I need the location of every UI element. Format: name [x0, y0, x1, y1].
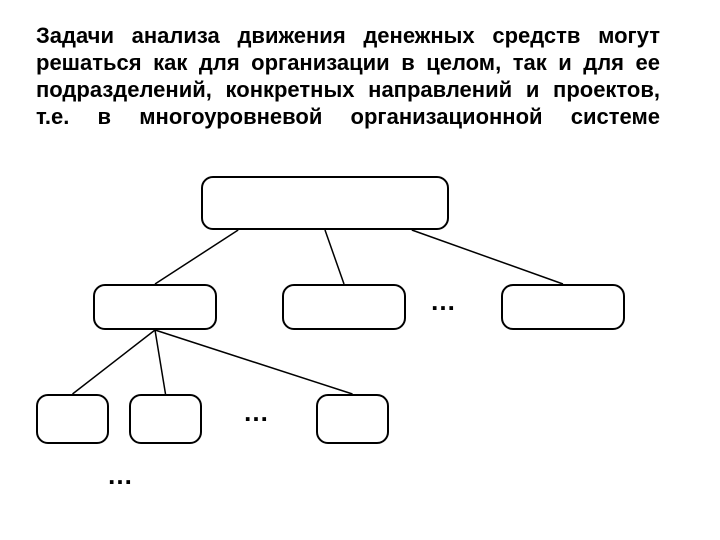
heading-line-3: подразделений, конкретных направлений и …: [36, 77, 660, 102]
tree-node-root: [201, 176, 449, 230]
tree-node-level1: [93, 284, 217, 330]
tree-node-level2: [36, 394, 109, 444]
tree-node-level1: [282, 284, 406, 330]
heading-line-2: решаться как для организации в целом, та…: [36, 50, 660, 75]
diagram-canvas: { "heading": { "lines": [ "Задачи анализ…: [0, 0, 720, 540]
heading-line-4: т.е. в многоуровневой организационной си…: [36, 104, 660, 129]
ellipsis: …: [430, 286, 456, 317]
diagram-heading: Задачи анализа движения денежных средств…: [36, 22, 660, 130]
tree-node-level2: [316, 394, 389, 444]
ellipsis: …: [107, 460, 133, 491]
tree-node-level1: [501, 284, 625, 330]
heading-line-1: Задачи анализа движения денежных средств…: [36, 23, 660, 48]
ellipsis: …: [243, 397, 269, 428]
tree-node-level2: [129, 394, 202, 444]
